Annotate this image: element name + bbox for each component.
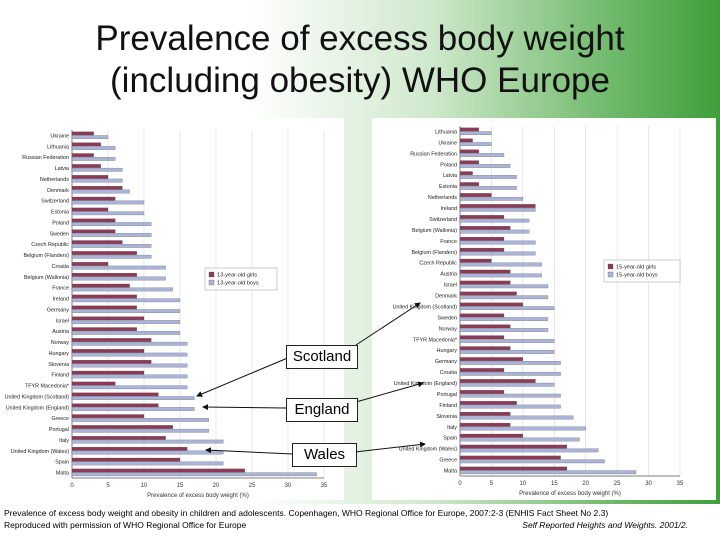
arrow-england-right: [356, 383, 423, 402]
footer: Prevalence of excess body weight and obe…: [0, 504, 720, 540]
arrow-wales-left: [206, 450, 293, 454]
callout-england: England: [286, 398, 358, 422]
callout-scotland: Scotland: [286, 345, 358, 369]
arrow-scotland-right: [356, 303, 420, 345]
callout-wales: Wales: [292, 443, 357, 467]
footer-citation: Prevalence of excess body weight and obe…: [4, 508, 608, 519]
arrow-wales-right: [355, 444, 425, 452]
footer-permission: Reproduced with permission of WHO Region…: [4, 520, 246, 531]
arrow-scotland-left: [197, 357, 290, 396]
arrow-england-left: [203, 407, 286, 408]
footer-source-note: Self Reported Heights and Weights. 2001/…: [522, 520, 688, 531]
